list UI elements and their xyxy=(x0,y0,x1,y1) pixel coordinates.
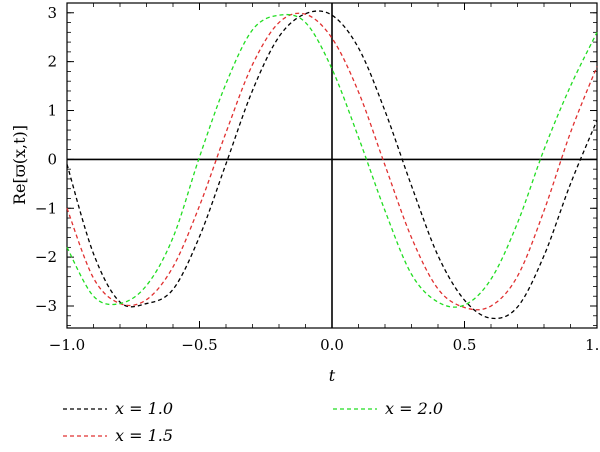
y-tick-label: −3 xyxy=(35,297,57,315)
axis-ticks: −1.0 −0.5 0.0 0.5 1.0 −3 −2 −1 0 1 2 3 xyxy=(35,3,600,354)
legend-label-3: x = 2.0 xyxy=(385,399,443,418)
y-axis-title: Re[ϖ(x,t)] xyxy=(10,125,29,205)
x-tick-label: 1.0 xyxy=(585,336,600,354)
y-tick-label: 2 xyxy=(47,53,57,71)
y-tick-label: −1 xyxy=(35,199,57,217)
x-tick-label: 0.0 xyxy=(320,336,344,354)
y-tick-label: −2 xyxy=(35,248,57,266)
series-line-2 xyxy=(66,12,598,311)
legend-label-2: x = 1.5 xyxy=(115,426,173,445)
y-tick-label: 1 xyxy=(47,102,57,120)
x-tick-label: 0.5 xyxy=(453,336,477,354)
x-axis-title: t xyxy=(329,366,336,385)
y-tick-label: 0 xyxy=(47,150,57,168)
y-tick-label: 3 xyxy=(47,4,57,22)
x-tick-label: −0.5 xyxy=(181,336,217,354)
legend-label-1: x = 1.0 xyxy=(115,399,173,418)
x-tick-label: −1.0 xyxy=(49,336,85,354)
legend: x = 1.0 x = 1.5 x = 2.0 xyxy=(63,399,443,445)
series-layer xyxy=(66,10,598,320)
series-line-1 xyxy=(66,10,598,320)
